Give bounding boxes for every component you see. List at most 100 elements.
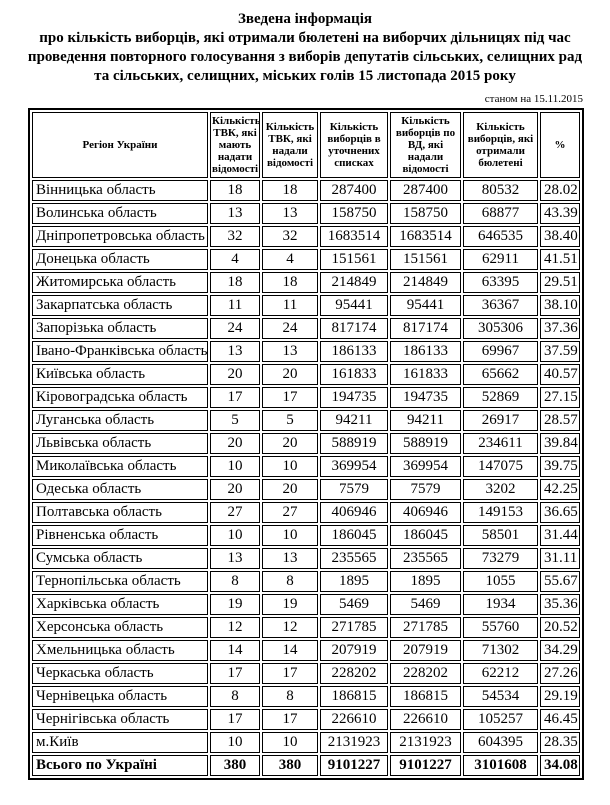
region-name-cell: Закарпатська область — [32, 295, 208, 316]
value-cell: 214849 — [320, 272, 388, 293]
value-cell: 34.29 — [540, 640, 580, 661]
region-name-cell: Волинська область — [32, 203, 208, 224]
value-cell: 228202 — [320, 663, 388, 684]
region-row: Запорізька область 24 24 817174 817174 305306… — [32, 318, 580, 339]
value-cell: 62212 — [463, 663, 538, 684]
value-cell: 32 — [262, 226, 318, 247]
value-cell: 7579 — [320, 479, 388, 500]
value-cell: 604395 — [463, 732, 538, 753]
value-cell: 207919 — [390, 640, 461, 661]
value-cell: 18 — [210, 272, 260, 293]
value-cell: 646535 — [463, 226, 538, 247]
value-cell: 369954 — [390, 456, 461, 477]
total-label-cell: Всього по Україні — [32, 755, 208, 776]
value-cell: 158750 — [320, 203, 388, 224]
value-cell: 65662 — [463, 364, 538, 385]
region-row: Житомирська область 18 18 214849 214849 63395… — [32, 272, 580, 293]
region-row: Миколаївська область 10 10 369954 369954 1470… — [32, 456, 580, 477]
value-cell: 10 — [210, 456, 260, 477]
value-cell: 186133 — [320, 341, 388, 362]
value-cell: 27.26 — [540, 663, 580, 684]
value-cell: 28.35 — [540, 732, 580, 753]
value-cell: 380 — [210, 755, 260, 776]
value-cell: 13 — [262, 203, 318, 224]
value-cell: 27.15 — [540, 387, 580, 408]
value-cell: 1895 — [320, 571, 388, 592]
election-summary-table: Регіон України Кількість ТВК, які мають … — [28, 108, 584, 780]
value-cell: 588919 — [390, 433, 461, 454]
region-name-cell: Полтавська область — [32, 502, 208, 523]
value-cell: 17 — [210, 663, 260, 684]
region-name-cell: Харківська область — [32, 594, 208, 615]
value-cell: 41.51 — [540, 249, 580, 270]
value-cell: 13 — [210, 203, 260, 224]
value-cell: 14 — [210, 640, 260, 661]
header-tvk-must-report: Кількість ТВК, які мають надати відомост… — [210, 112, 260, 178]
value-cell: 18 — [210, 180, 260, 201]
value-cell: 234611 — [463, 433, 538, 454]
region-row: Сумська область 13 13 235565 235565 73279 31.1… — [32, 548, 580, 569]
value-cell: 588919 — [320, 433, 388, 454]
value-cell: 226610 — [320, 709, 388, 730]
value-cell: 287400 — [320, 180, 388, 201]
region-name-cell: Івано-Франківська область — [32, 341, 208, 362]
value-cell: 54534 — [463, 686, 538, 707]
value-cell: 26917 — [463, 410, 538, 431]
region-name-cell: м.Київ — [32, 732, 208, 753]
value-cell: 36367 — [463, 295, 538, 316]
region-name-cell: Одеська область — [32, 479, 208, 500]
value-cell: 31.44 — [540, 525, 580, 546]
value-cell: 80532 — [463, 180, 538, 201]
value-cell: 17 — [262, 387, 318, 408]
value-cell: 105257 — [463, 709, 538, 730]
region-name-cell: Чернігівська область — [32, 709, 208, 730]
value-cell: 12 — [262, 617, 318, 638]
value-cell: 27 — [262, 502, 318, 523]
value-cell: 95441 — [390, 295, 461, 316]
value-cell: 5469 — [390, 594, 461, 615]
value-cell: 95441 — [320, 295, 388, 316]
value-cell: 151561 — [390, 249, 461, 270]
value-cell: 29.19 — [540, 686, 580, 707]
value-cell: 18 — [262, 272, 318, 293]
value-cell: 17 — [262, 663, 318, 684]
value-cell: 186045 — [320, 525, 388, 546]
value-cell: 94211 — [390, 410, 461, 431]
value-cell: 817174 — [390, 318, 461, 339]
value-cell: 24 — [262, 318, 318, 339]
value-cell: 46.45 — [540, 709, 580, 730]
value-cell: 186815 — [320, 686, 388, 707]
region-name-cell: Вінницька область — [32, 180, 208, 201]
value-cell: 39.84 — [540, 433, 580, 454]
value-cell: 69967 — [463, 341, 538, 362]
region-row: Одеська область 20 20 7579 7579 3202 42.25 — [32, 479, 580, 500]
value-cell: 406946 — [320, 502, 388, 523]
region-row: Волинська область 13 13 158750 158750 68877 43… — [32, 203, 580, 224]
value-cell: 1895 — [390, 571, 461, 592]
header-voters-lists: Кількість виборців в уточнених списках — [320, 112, 388, 178]
value-cell: 1055 — [463, 571, 538, 592]
value-cell: 380 — [262, 755, 318, 776]
value-cell: 20 — [262, 479, 318, 500]
value-cell: 12 — [210, 617, 260, 638]
region-row: Вінницька область 18 18 287400 287400 80532 28… — [32, 180, 580, 201]
value-cell: 28.02 — [540, 180, 580, 201]
value-cell: 68877 — [463, 203, 538, 224]
region-name-cell: Львівська область — [32, 433, 208, 454]
value-cell: 42.25 — [540, 479, 580, 500]
value-cell: 186815 — [390, 686, 461, 707]
value-cell: 36.65 — [540, 502, 580, 523]
region-row: Кіровоградська область 17 17 194735 194735 52… — [32, 387, 580, 408]
value-cell: 20 — [262, 364, 318, 385]
value-cell: 13 — [210, 548, 260, 569]
title-line-2: про кількість виборців, які отримали бюл… — [39, 30, 571, 46]
region-row: Київська область 20 20 161833 161833 65662 40.… — [32, 364, 580, 385]
value-cell: 406946 — [390, 502, 461, 523]
region-name-cell: Чернівецька область — [32, 686, 208, 707]
region-row: Івано-Франківська область 13 13 186133 18613… — [32, 341, 580, 362]
value-cell: 4 — [262, 249, 318, 270]
value-cell: 151561 — [320, 249, 388, 270]
value-cell: 20 — [210, 364, 260, 385]
value-cell: 14 — [262, 640, 318, 661]
value-cell: 63395 — [463, 272, 538, 293]
